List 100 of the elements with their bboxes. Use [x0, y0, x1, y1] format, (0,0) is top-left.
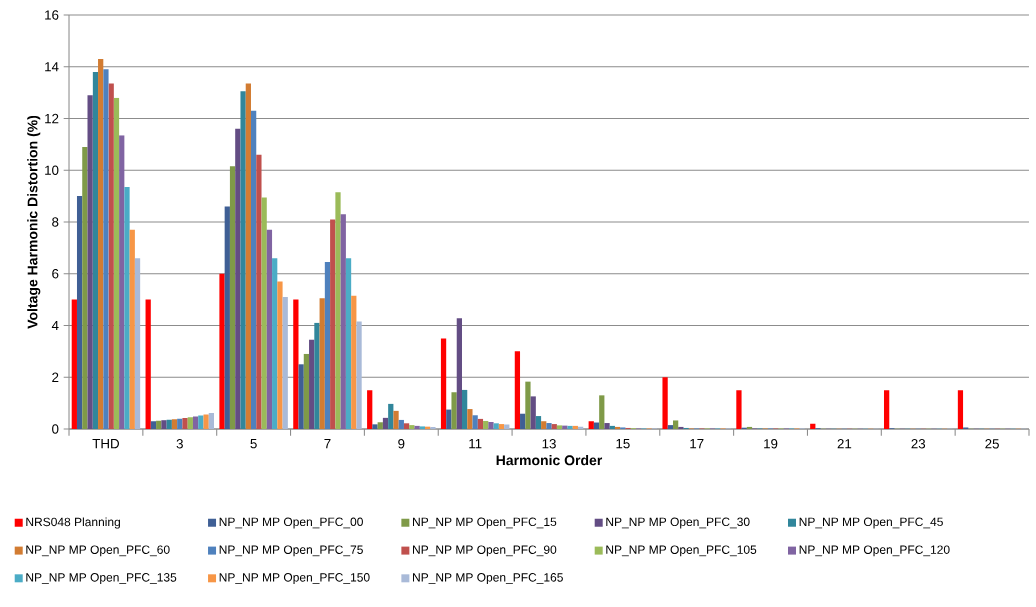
bar — [92, 71, 99, 429]
x-tick-label: 17 — [690, 439, 704, 449]
x-tick-label: 25 — [985, 439, 999, 449]
bar — [398, 419, 404, 429]
bar — [572, 425, 578, 429]
y-tick-label: 14 — [45, 62, 59, 72]
bar — [367, 390, 373, 429]
bar — [514, 351, 521, 429]
bar — [662, 377, 668, 429]
bar — [551, 424, 557, 429]
bar — [356, 321, 362, 429]
bar — [546, 423, 552, 429]
y-tick-label: 0 — [52, 424, 59, 434]
bar — [192, 416, 199, 429]
bar — [240, 91, 246, 429]
bar — [293, 299, 299, 429]
bar — [198, 415, 204, 429]
legend-label: NP_NP MP Open_PFC_90 — [413, 545, 557, 557]
bar — [556, 425, 563, 429]
bar — [245, 83, 251, 429]
bar — [113, 97, 120, 429]
legend-label: NP_NP MP Open_PFC_60 — [26, 545, 170, 557]
bar — [440, 338, 447, 429]
bar — [314, 322, 320, 429]
bar — [493, 423, 499, 429]
x-tick-label: THD — [92, 439, 119, 449]
bar — [388, 403, 394, 429]
bar — [250, 110, 257, 429]
bar — [746, 426, 753, 429]
legend-label: NP_NP MP Open_PFC_30 — [606, 517, 750, 529]
bar — [171, 419, 178, 429]
bar — [235, 128, 241, 429]
bar — [377, 422, 383, 429]
legend-label: NRS048 Planning — [26, 517, 120, 529]
legend-label: NP_NP MP Open_PFC_75 — [219, 545, 363, 557]
bar — [446, 409, 452, 429]
bar — [672, 420, 679, 429]
x-axis-title: Harmonic Order — [496, 454, 603, 466]
bar — [103, 69, 109, 429]
legend-label: NP_NP MP Open_PFC_135 — [26, 573, 177, 584]
bar — [614, 426, 621, 429]
bar — [393, 410, 399, 429]
x-tick-label: 23 — [911, 439, 926, 449]
bar — [567, 425, 573, 429]
bar — [599, 395, 605, 429]
bar — [525, 381, 531, 429]
bar — [541, 421, 547, 429]
bar — [319, 298, 325, 429]
y-tick-label: 12 — [45, 113, 59, 124]
bar — [98, 58, 104, 429]
bar — [150, 421, 157, 429]
legend-label: NP_NP MP Open_PFC_165 — [413, 573, 563, 584]
x-tick-label: 11 — [469, 439, 482, 449]
bar — [166, 419, 172, 429]
bar — [451, 392, 457, 429]
bar — [345, 258, 352, 429]
bar — [82, 146, 88, 429]
bar — [76, 196, 83, 429]
bar — [667, 425, 673, 429]
bar — [588, 421, 594, 429]
bar — [477, 418, 484, 429]
bar — [498, 424, 505, 429]
bar — [208, 412, 215, 429]
bar — [520, 413, 526, 429]
bar — [488, 422, 494, 429]
x-tick-label: 13 — [542, 439, 556, 449]
bar — [351, 295, 357, 429]
bar — [472, 415, 478, 429]
y-tick-label: 2 — [52, 372, 59, 382]
bar — [382, 417, 389, 429]
bar — [461, 389, 468, 429]
y-tick-label: 10 — [45, 165, 59, 175]
bar — [229, 166, 236, 429]
bar — [530, 396, 536, 429]
x-tick-label: 15 — [616, 439, 630, 449]
bar — [736, 390, 742, 429]
y-tick-label: 16 — [45, 10, 59, 20]
bar — [71, 299, 77, 429]
bar — [129, 229, 135, 429]
bar — [124, 187, 130, 429]
legend-label: NP_NP MP Open_PFC_120 — [799, 545, 950, 557]
bar — [430, 426, 436, 429]
y-tick-label: 4 — [51, 320, 59, 331]
x-tick-label: 3 — [176, 439, 183, 449]
y-tick-label: 6 — [52, 269, 59, 279]
x-tick-label: 19 — [764, 439, 778, 449]
bar — [309, 339, 315, 429]
bar — [298, 364, 304, 429]
legend-label: NP_NP MP Open_PFC_45 — [799, 517, 943, 529]
bar — [261, 197, 267, 429]
bar — [883, 390, 890, 429]
bar — [87, 95, 93, 429]
bar — [182, 418, 188, 429]
bar — [483, 420, 489, 429]
bar — [456, 318, 462, 429]
bar — [303, 353, 310, 429]
bar — [161, 420, 167, 429]
bar — [187, 417, 193, 429]
bar — [414, 425, 420, 429]
bar — [282, 297, 288, 429]
